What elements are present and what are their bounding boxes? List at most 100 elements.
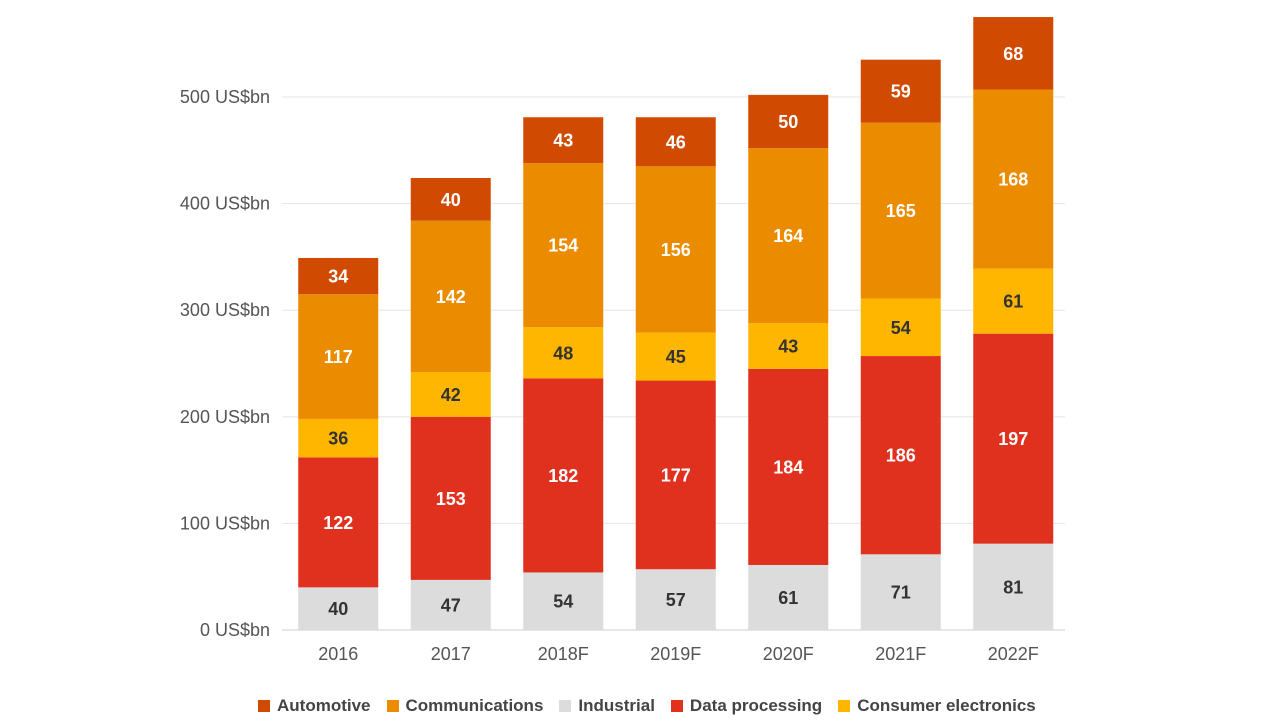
x-tick-label: 2022F	[988, 644, 1039, 664]
stacked-bar-chart: 0 US$bn 100 US$bn 200 US$bn 300 US$bn 400 US…	[180, 17, 1065, 664]
legend-label: Automotive	[277, 696, 371, 715]
legend-swatch	[838, 700, 851, 712]
bar-segment	[410, 372, 491, 417]
data-label: 197	[998, 429, 1028, 449]
data-label: 59	[891, 82, 911, 102]
bar-segment	[523, 117, 604, 164]
data-label: 71	[891, 583, 911, 603]
x-tick-label: 2018F	[538, 644, 589, 664]
bar-segment	[860, 298, 941, 357]
bar-segment	[860, 356, 941, 555]
legend-swatch	[386, 700, 399, 712]
x-axis: 2016 2017 2018F 2019F 2020F 2021F 2022F	[318, 644, 1039, 664]
data-label: 46	[666, 132, 686, 152]
y-axis: 0 US$bn 100 US$bn 200 US$bn 300 US$bn 400 US…	[180, 87, 270, 640]
legend-label: Communications	[405, 696, 544, 715]
bar-segment	[523, 572, 604, 630]
bar-segment	[973, 543, 1054, 630]
x-tick-label: 2016	[318, 644, 358, 664]
legend-label: Industrial	[578, 696, 655, 715]
y-tick-label: 400 US$bn	[180, 194, 270, 214]
data-label: 168	[998, 170, 1028, 190]
data-label: 40	[441, 190, 461, 210]
data-label: 164	[773, 226, 803, 246]
data-label: 122	[323, 513, 353, 533]
y-tick-label: 300 US$bn	[180, 300, 270, 320]
data-label: 61	[1003, 292, 1023, 312]
data-label: 186	[886, 446, 916, 466]
x-tick-label: 2017	[431, 644, 471, 664]
bar-segment	[410, 416, 491, 580]
bar-segment	[973, 268, 1054, 334]
data-label: 45	[666, 347, 686, 367]
legend-item: Communications	[386, 696, 544, 716]
data-label: 43	[778, 336, 798, 356]
data-label: 117	[324, 347, 353, 367]
data-label: 47	[441, 595, 461, 615]
legend-label: Consumer electronics	[857, 696, 1036, 715]
x-tick-label: 2020F	[763, 644, 814, 664]
bar-segment	[635, 166, 716, 333]
bar-segment	[748, 148, 829, 323]
data-label: 36	[328, 429, 348, 449]
data-label: 156	[661, 240, 691, 260]
bar-segment	[748, 564, 829, 630]
legend-item: Industrial	[559, 696, 655, 716]
data-label: 54	[553, 592, 573, 612]
data-label: 182	[548, 466, 578, 486]
y-tick-label: 500 US$bn	[180, 87, 270, 107]
x-tick-label: 2021F	[875, 644, 926, 664]
data-label: 42	[441, 385, 461, 405]
legend-label: Data processing	[689, 696, 823, 715]
bar-segment	[748, 368, 829, 565]
bar-segment	[635, 569, 716, 630]
legend-swatch	[258, 700, 270, 712]
data-label: 43	[553, 131, 573, 151]
bar-segment	[298, 257, 379, 295]
data-label: 61	[778, 588, 798, 608]
bar-segment	[860, 554, 941, 630]
bar-segment	[410, 220, 491, 373]
bar-segment	[523, 327, 604, 379]
data-label: 40	[328, 599, 348, 619]
bar-segment	[298, 457, 379, 588]
bar-segment	[973, 89, 1054, 269]
data-label: 57	[666, 590, 686, 610]
data-label: 34	[328, 267, 348, 287]
bar-segment	[860, 59, 941, 123]
y-tick-label: 200 US$bn	[180, 407, 270, 427]
bar-segment	[298, 418, 379, 458]
legend-item: Data processing	[670, 696, 823, 716]
data-label: 165	[886, 201, 916, 221]
data-label: 153	[436, 489, 466, 509]
bar-segment	[860, 122, 941, 299]
bar-segment	[523, 378, 604, 573]
x-tick-label: 2019F	[650, 644, 701, 664]
legend-swatch	[670, 700, 683, 712]
bar-segment	[748, 94, 829, 149]
bar-segment	[748, 322, 829, 369]
bar-segment	[410, 178, 491, 221]
data-label: 54	[891, 318, 911, 338]
legend-item: Automotive	[258, 696, 371, 716]
y-tick-label: 0 US$bn	[200, 620, 270, 640]
data-label: 50	[778, 112, 798, 132]
legend-item: Consumer electronics	[838, 696, 1036, 716]
data-label: 177	[661, 465, 691, 485]
y-tick-label: 100 US$bn	[180, 513, 270, 533]
bar-segment	[635, 380, 716, 570]
bar-segment	[410, 579, 491, 630]
bar-segment	[973, 17, 1054, 90]
data-label: 48	[553, 343, 573, 363]
bar-segment	[523, 163, 604, 328]
data-label: 68	[1003, 44, 1023, 64]
data-label: 81	[1003, 577, 1023, 597]
data-label: 142	[436, 287, 466, 307]
data-label: 184	[773, 457, 803, 477]
bar-segment	[973, 333, 1054, 544]
data-label: 154	[548, 236, 578, 256]
legend: Automotive Communications Industrial Data p…	[258, 694, 1036, 718]
bars: 40 122 36 117 34 47 153 42 142 40 54 182 48 154 43 57 17…	[298, 17, 1054, 630]
legend-swatch	[559, 700, 572, 712]
bar-segment	[635, 332, 716, 381]
